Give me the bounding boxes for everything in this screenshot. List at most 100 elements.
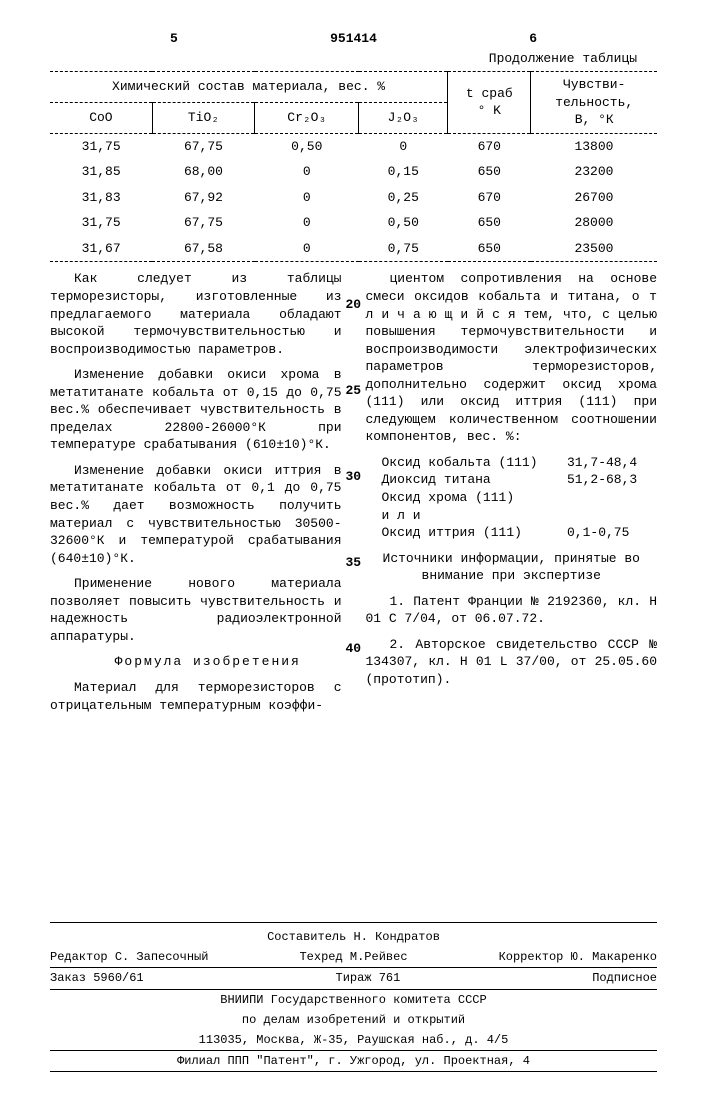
cell: 67,75: [152, 210, 254, 236]
compiler-label: Составитель: [267, 930, 346, 944]
cell: 31,75: [50, 133, 152, 159]
group-header: Химический состав материала, вес. %: [50, 72, 448, 103]
cell: 0,50: [359, 210, 448, 236]
source: 1. Патент Франции № 2192360, кл. H 01 C …: [366, 593, 658, 628]
component-value: [567, 507, 657, 525]
cell: 23200: [531, 159, 657, 185]
lineno: 25: [346, 382, 362, 400]
col-s-a: Чувстви-: [563, 77, 625, 92]
page-left: 5: [170, 30, 178, 48]
tirazh-label: Тираж: [336, 971, 372, 985]
cell: 670: [448, 185, 531, 211]
component-value: 31,7-48,4: [567, 454, 657, 472]
cell: 31,85: [50, 159, 152, 185]
cell: 31,67: [50, 236, 152, 262]
techred-label: Техред: [299, 950, 342, 964]
table-row: 31,8568,0000,1565023200: [50, 159, 657, 185]
continuation-label: Продолжение таблицы: [50, 50, 637, 68]
page-right: 6: [529, 30, 537, 48]
techred: М.Рейвес: [350, 950, 408, 964]
component-label: и л и: [382, 507, 568, 525]
editor-label: Редактор: [50, 950, 108, 964]
lineno: 35: [346, 554, 362, 572]
cell: 0: [255, 236, 359, 262]
component-value: 0,1-0,75: [567, 524, 657, 542]
lineno: 40: [346, 640, 362, 658]
compiler: Н. Кондратов: [354, 930, 440, 944]
corrector: Ю. Макаренко: [571, 950, 657, 964]
doc-number: 951414: [330, 30, 377, 48]
component-row: и л и: [382, 507, 658, 525]
col-coo: CoO: [50, 102, 152, 133]
cell: 0: [255, 185, 359, 211]
cell: 650: [448, 159, 531, 185]
component-row: Оксид иттрия (111)0,1-0,75: [382, 524, 658, 542]
lineno: 30: [346, 468, 362, 486]
table-row: 31,7567,750,50067013800: [50, 133, 657, 159]
cell: 67,58: [152, 236, 254, 262]
cell: 31,83: [50, 185, 152, 211]
org2: по делам изобретений и открытий: [50, 1010, 657, 1030]
col-cr2o3: Cr₂O₃: [255, 102, 359, 133]
paragraph: Изменение добавки окиси хрома в метатита…: [50, 366, 342, 454]
cell: 67,75: [152, 133, 254, 159]
cell: 23500: [531, 236, 657, 262]
cell: 0,25: [359, 185, 448, 211]
component-row: Оксид кобальта (111)31,7-48,4: [382, 454, 658, 472]
cell: 0: [255, 159, 359, 185]
cell: 0: [359, 133, 448, 159]
tirazh: 761: [379, 971, 401, 985]
subscription: Подписное: [592, 970, 657, 986]
addr2: Филиал ППП "Патент", г. Ужгород, ул. Про…: [50, 1051, 657, 1072]
col-j2o3: J₂O₃: [359, 102, 448, 133]
corrector-label: Корректор: [499, 950, 564, 964]
cell: 26700: [531, 185, 657, 211]
paragraph: Материал для терморезисторов с отрицател…: [50, 679, 342, 714]
component-label: Оксид хрома (111): [382, 489, 568, 507]
table-row: 31,6767,5800,7565023500: [50, 236, 657, 262]
col-tio2: TiO₂: [152, 102, 254, 133]
cell: 13800: [531, 133, 657, 159]
cell: 650: [448, 210, 531, 236]
right-column: циентом сопротивления на основе смеси ок…: [366, 270, 658, 722]
cell: 670: [448, 133, 531, 159]
cell: 31,75: [50, 210, 152, 236]
cell: 650: [448, 236, 531, 262]
component-value: [567, 489, 657, 507]
cell: 0: [255, 210, 359, 236]
data-table: Химический состав материала, вес. % t ср…: [50, 71, 657, 262]
component-row: Диоксид титана51,2-68,3: [382, 471, 658, 489]
components-table: Оксид кобальта (111)31,7-48,4Диоксид тит…: [382, 454, 658, 542]
component-label: Оксид кобальта (111): [382, 454, 568, 472]
source: 2. Авторское свидетельство СССР № 134307…: [366, 636, 658, 689]
component-label: Оксид иттрия (111): [382, 524, 568, 542]
col-t: t сраб ° K: [448, 72, 531, 134]
col-sens: Чувстви- тельность, В, °К: [531, 72, 657, 134]
paragraph: Изменение добавки окиси иттрия в метатит…: [50, 462, 342, 567]
order: 5960/61: [93, 971, 143, 985]
table-row: 31,8367,9200,2567026700: [50, 185, 657, 211]
lineno: 20: [346, 296, 362, 314]
sources-title: Источники информации, принятые во вниман…: [366, 550, 658, 585]
footer: Составитель Н. Кондратов Редактор С. Зап…: [50, 922, 657, 1072]
col-s-c: В, °К: [575, 112, 614, 127]
left-column: Как следует из таблицы терморезисторы, и…: [50, 270, 342, 722]
formula-title: Формула изобретения: [50, 653, 342, 671]
col-t-b: ° K: [478, 103, 501, 118]
col-t-a: t сраб: [466, 86, 513, 101]
cell: 67,92: [152, 185, 254, 211]
editor: С. Запесочный: [115, 950, 209, 964]
addr1: 113035, Москва, Ж-35, Раушская наб., д. …: [50, 1030, 657, 1051]
paragraph: Как следует из таблицы терморезисторы, и…: [50, 270, 342, 358]
component-label: Диоксид титана: [382, 471, 568, 489]
paragraph: циентом сопротивления на основе смеси ок…: [366, 270, 658, 445]
header: 5 951414 6: [50, 30, 657, 48]
col-s-b: тельность,: [555, 95, 633, 110]
cell: 0,15: [359, 159, 448, 185]
component-row: Оксид хрома (111): [382, 489, 658, 507]
table-body: 31,7567,750,5006701380031,8568,0000,1565…: [50, 133, 657, 262]
order-label: Заказ: [50, 971, 86, 985]
paragraph: Применение нового материала позволяет по…: [50, 575, 342, 645]
cell: 0,50: [255, 133, 359, 159]
component-value: 51,2-68,3: [567, 471, 657, 489]
